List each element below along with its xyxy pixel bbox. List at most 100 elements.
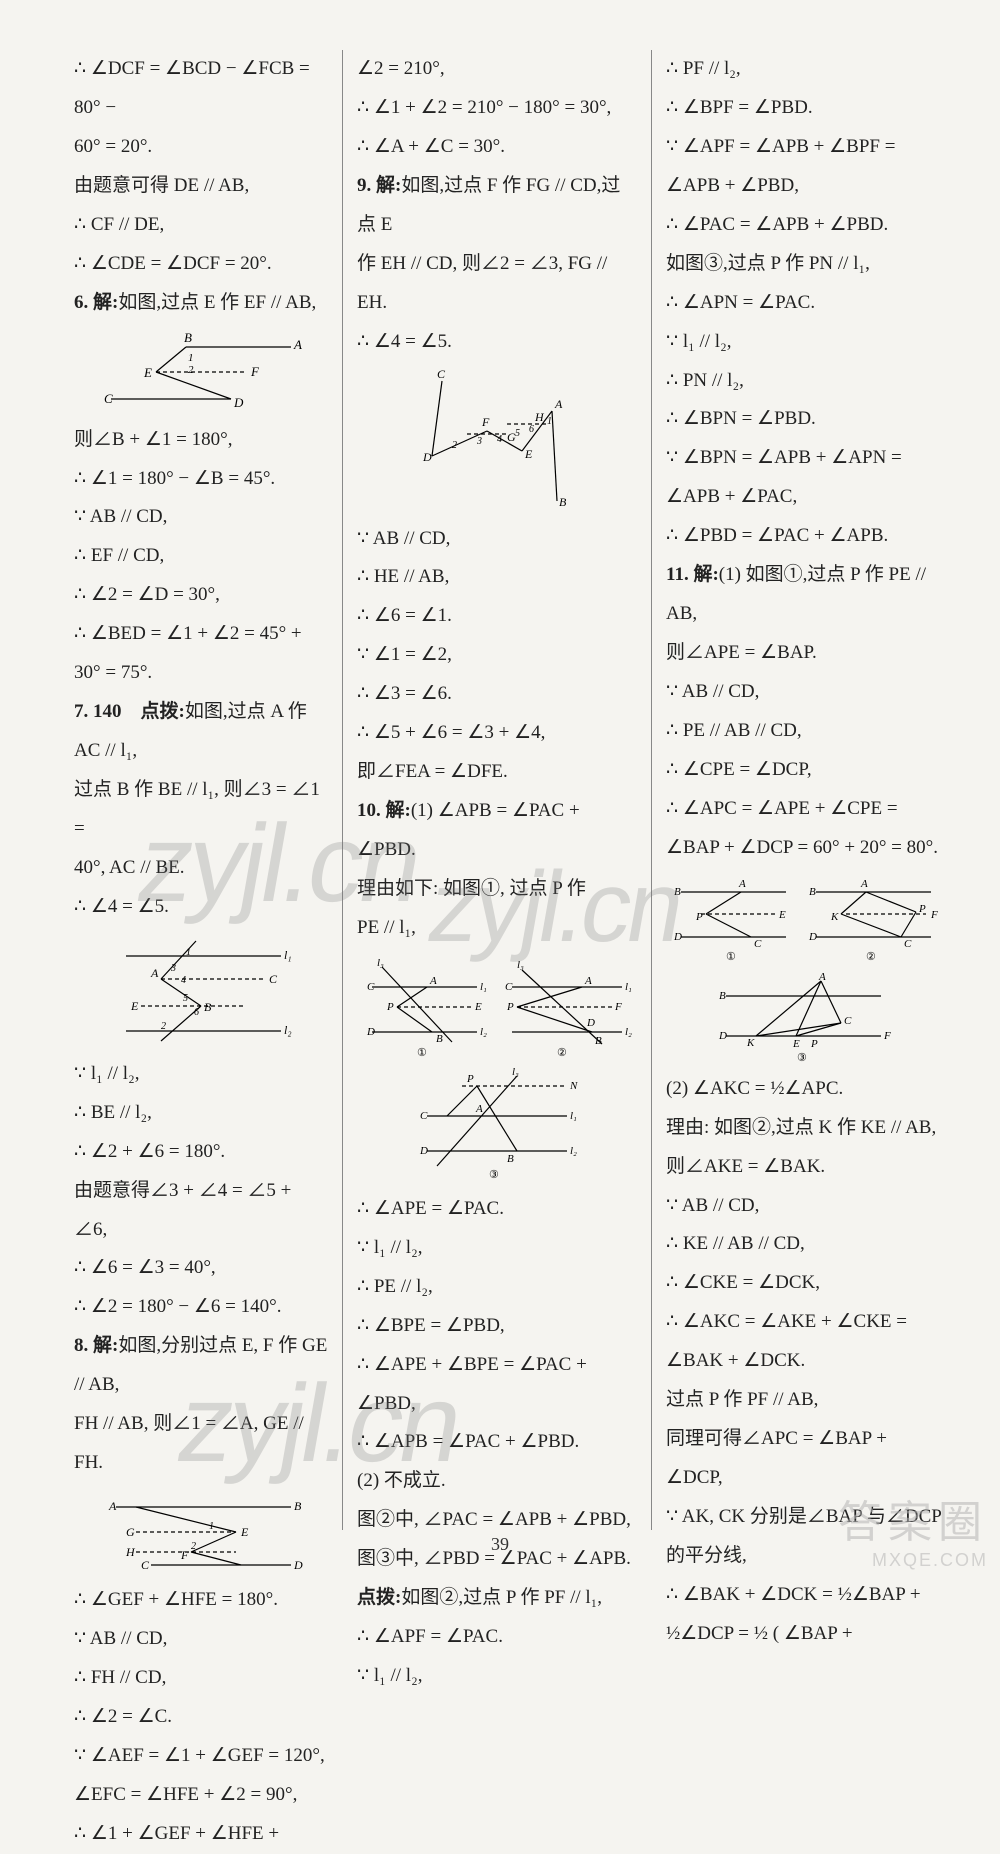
svg-text:A: A bbox=[738, 878, 746, 890]
text: 同理可得∠APC = ∠BAP + ∠DCP, bbox=[666, 1420, 946, 1498]
text: ∴ ∠BPN = ∠PBD. bbox=[666, 400, 946, 439]
svg-text:C: C bbox=[141, 1558, 150, 1572]
svg-text:F: F bbox=[883, 1030, 891, 1042]
svg-text:5: 5 bbox=[515, 428, 520, 439]
text: 如图,过点 E 作 EF // AB, bbox=[118, 292, 316, 313]
svg-text:E: E bbox=[240, 1525, 249, 1539]
text: ∠PBD, bbox=[357, 1385, 637, 1424]
svg-text:A: A bbox=[429, 975, 437, 987]
svg-text:l₁: l₁ bbox=[625, 981, 632, 993]
svg-text:2: 2 bbox=[191, 1541, 196, 1552]
svg-text:P: P bbox=[810, 1038, 818, 1050]
svg-text:C: C bbox=[505, 981, 513, 993]
svg-text:l₁: l₁ bbox=[284, 948, 292, 962]
svg-text:P: P bbox=[506, 1001, 514, 1013]
svg-text:C: C bbox=[844, 1015, 852, 1027]
svg-text:l₂: l₂ bbox=[284, 1023, 292, 1037]
svg-text:P: P bbox=[466, 1073, 474, 1085]
svg-text:B: B bbox=[294, 1499, 302, 1513]
text: 的平分线, bbox=[666, 1537, 946, 1576]
svg-text:1: 1 bbox=[188, 352, 194, 364]
figure-q11-3: BA DK EP CF ③ bbox=[711, 971, 901, 1066]
text: 作 EH // CD, 则∠2 = ∠3, FG // EH. bbox=[357, 245, 637, 323]
svg-text:4: 4 bbox=[181, 975, 186, 986]
q6-heading: 6. 解:如图,过点 E 作 EF // AB, bbox=[74, 284, 328, 323]
svg-text:F: F bbox=[180, 1548, 189, 1562]
text: ∴ ∠BPF = ∠PBD. bbox=[666, 89, 946, 128]
svg-text:E: E bbox=[792, 1038, 800, 1050]
svg-text:K: K bbox=[746, 1037, 755, 1049]
svg-text:D: D bbox=[233, 395, 244, 410]
text: ∵ AB // CD, bbox=[357, 520, 637, 559]
svg-text:C: C bbox=[269, 972, 278, 986]
page: ∴ ∠DCF = ∠BCD − ∠FCB = 80° − 60° = 20°. … bbox=[0, 0, 1000, 1560]
text: ∵ l₁ // l₂, bbox=[357, 1229, 637, 1268]
text: ∴ ∠1 + ∠2 = 210° − 180° = 30°, bbox=[357, 89, 637, 128]
text: ∵ l₁ // l₂, bbox=[357, 1657, 637, 1696]
svg-text:E: E bbox=[474, 1001, 482, 1013]
text: 如图②,过点 P 作 PF // l₁, bbox=[401, 1587, 602, 1608]
svg-text:6: 6 bbox=[529, 424, 534, 435]
svg-text:1: 1 bbox=[186, 947, 191, 958]
text: ∴ ∠3 = ∠6. bbox=[357, 675, 637, 714]
text: 过点 P 作 PF // AB, bbox=[666, 1381, 946, 1420]
text: 点拨:如图②,过点 P 作 PF // l₁, bbox=[357, 1579, 637, 1618]
svg-text:N: N bbox=[569, 1080, 578, 1092]
svg-text:D: D bbox=[673, 931, 682, 943]
svg-text:1: 1 bbox=[209, 1521, 214, 1532]
svg-text:l₁: l₁ bbox=[570, 1110, 577, 1122]
svg-text:B: B bbox=[719, 990, 726, 1002]
svg-text:A: A bbox=[584, 975, 592, 987]
text: ∴ ∠BAK + ∠DCK = ½∠BAP + bbox=[666, 1576, 946, 1615]
svg-text:D: D bbox=[718, 1030, 727, 1042]
svg-text:3: 3 bbox=[476, 436, 482, 447]
q7-heading: 7. 140 点拨:如图,过点 A 作 AC // l₁, bbox=[74, 693, 328, 771]
svg-text:6: 6 bbox=[194, 1007, 199, 1018]
text: ∴ ∠APN = ∠PAC. bbox=[666, 284, 946, 323]
text: 则∠AKE = ∠BAK. bbox=[666, 1148, 946, 1187]
svg-text:A: A bbox=[475, 1103, 483, 1115]
text: ∵ AB // CD, bbox=[666, 673, 946, 712]
svg-text:P: P bbox=[386, 1001, 394, 1013]
svg-text:C: C bbox=[420, 1110, 428, 1122]
text: ∴ ∠APB = ∠PAC + ∠PBD. bbox=[357, 1423, 637, 1462]
text: ∵ ∠APF = ∠APB + ∠BPF = bbox=[666, 128, 946, 167]
svg-text:l₂: l₂ bbox=[570, 1145, 577, 1157]
text: ∴ ∠APE + ∠BPE = ∠PAC + bbox=[357, 1346, 637, 1385]
text: (2) 不成立. bbox=[357, 1462, 637, 1501]
text: ∠APB + ∠PBD, bbox=[666, 167, 946, 206]
text: ∴ ∠BED = ∠1 + ∠2 = 45° + bbox=[74, 615, 328, 654]
figure-q9: CD FG EH AB 23 45 61 bbox=[407, 366, 587, 516]
text: ∴ ∠4 = ∠5. bbox=[357, 323, 637, 362]
text: 由题意可得 DE // AB, bbox=[74, 167, 328, 206]
svg-text:①: ① bbox=[417, 1047, 427, 1059]
num: 10. 解: bbox=[357, 800, 411, 821]
text: ∴ ∠6 = ∠1. bbox=[357, 597, 637, 636]
text: ∵ l₁ // l₂, bbox=[666, 323, 946, 362]
text: (2) ∠AKC = ½∠APC. bbox=[666, 1070, 946, 1109]
svg-text:H: H bbox=[534, 410, 545, 424]
svg-text:C: C bbox=[367, 981, 375, 993]
text: ∴ PF // l₂, bbox=[666, 50, 946, 89]
q11-heading: 11. 解:(1) 如图①,过点 P 作 PE // AB, bbox=[666, 556, 946, 634]
svg-text:①: ① bbox=[726, 951, 736, 963]
text: ∴ ∠A + ∠C = 30°. bbox=[357, 128, 637, 167]
text: ∴ PE // l₂, bbox=[357, 1268, 637, 1307]
svg-text:P: P bbox=[918, 903, 926, 915]
text: ∴ ∠6 = ∠3 = 40°, bbox=[74, 1249, 328, 1288]
text: 即∠FEA = ∠DFE. bbox=[357, 753, 637, 792]
figure-q6: BA EF CD 12 bbox=[96, 327, 306, 417]
text: ∴ EF // CD, bbox=[74, 537, 328, 576]
num: 6. 解: bbox=[74, 292, 118, 313]
text: ∠2 = 210°, bbox=[357, 50, 637, 89]
text: ∵ ∠BPN = ∠APB + ∠APN = bbox=[666, 439, 946, 478]
svg-text:B: B bbox=[184, 330, 192, 345]
text: ∠APB + ∠PAC, bbox=[666, 478, 946, 517]
svg-text:B: B bbox=[507, 1153, 514, 1165]
svg-text:l₃: l₃ bbox=[377, 957, 384, 969]
text: ∴ ∠2 = 180° − ∠6 = 140°. bbox=[74, 1288, 328, 1327]
svg-text:E: E bbox=[524, 447, 533, 461]
text: 40°, AC // BE. bbox=[74, 849, 328, 888]
text: ∴ ∠PBD = ∠PAC + ∠APB. bbox=[666, 517, 946, 556]
text: ∠BAP + ∠DCP = 60° + 20° = 80°. bbox=[666, 829, 946, 868]
